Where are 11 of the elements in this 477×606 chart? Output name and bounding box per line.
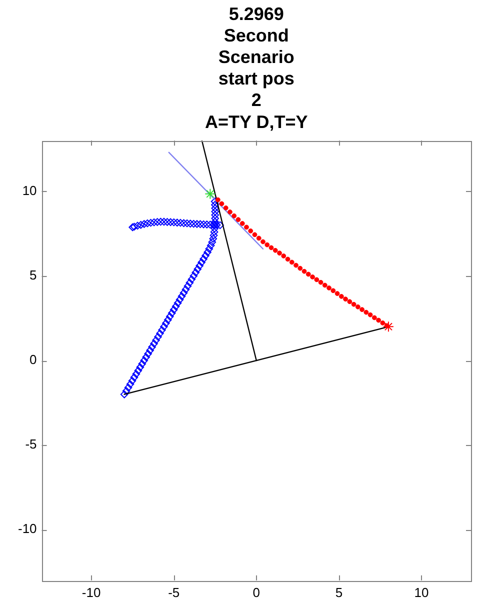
- x-tick-label: 10: [414, 584, 429, 600]
- x-tick-label: -5: [168, 584, 180, 600]
- x-tick-label: -10: [82, 584, 101, 600]
- x-tick-label: 5: [335, 584, 343, 600]
- y-tick-label: 10: [22, 182, 37, 198]
- chart-title: 5.2969 Second Scenario start pos 2 A=TY D,T=Y: [205, 4, 308, 132]
- y-tick-label: -10: [18, 521, 37, 536]
- x-tick-label: 0: [252, 584, 260, 600]
- y-tick-label: 5: [30, 268, 37, 282]
- y-tick-label: 0: [30, 352, 37, 368]
- y-tick-label: -5: [25, 436, 37, 452]
